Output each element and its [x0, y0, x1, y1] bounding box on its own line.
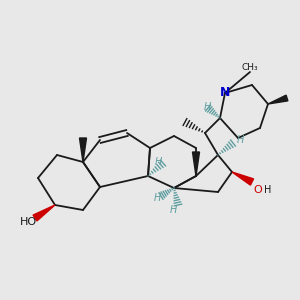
- Text: CH₃: CH₃: [242, 64, 258, 73]
- Polygon shape: [193, 152, 200, 176]
- Text: H: H: [153, 193, 161, 203]
- Polygon shape: [80, 138, 86, 162]
- Text: H: H: [154, 157, 162, 167]
- Text: H: H: [264, 185, 272, 195]
- Text: O: O: [254, 185, 262, 195]
- Polygon shape: [232, 172, 254, 185]
- Polygon shape: [33, 205, 55, 221]
- Text: HO: HO: [20, 217, 37, 227]
- Text: H: H: [169, 205, 177, 215]
- Text: H: H: [236, 135, 244, 145]
- Text: H: H: [203, 102, 211, 112]
- Text: N: N: [220, 86, 230, 100]
- Polygon shape: [268, 95, 288, 104]
